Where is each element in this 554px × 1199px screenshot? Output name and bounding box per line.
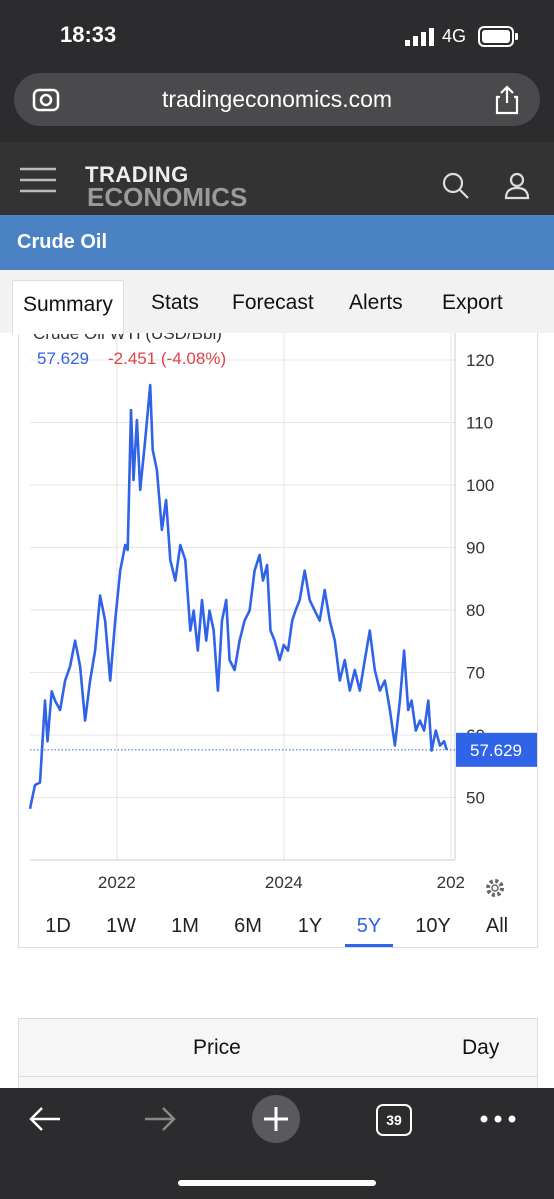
range-button[interactable]: 6M	[234, 915, 262, 937]
table-header: Price	[193, 1036, 241, 1059]
gear-teeth	[486, 879, 504, 897]
table-header: Day	[462, 1036, 500, 1059]
user-icon[interactable]	[504, 172, 530, 200]
tab[interactable]: Forecast	[232, 291, 314, 314]
settings-icon[interactable]	[486, 879, 504, 897]
tab[interactable]: Export	[442, 291, 503, 314]
battery-icon	[478, 26, 518, 47]
menu-icon[interactable]	[20, 167, 56, 193]
url: tradingeconomics.com	[161, 86, 393, 112]
range-button[interactable]: 1M	[171, 915, 199, 937]
y-tick-label: 70	[466, 664, 485, 683]
tab-count[interactable]: 39	[376, 1104, 412, 1136]
range-button[interactable]: 1D	[45, 915, 71, 937]
chart-title: Crude Oil WTI (USD/Bbl)	[33, 333, 222, 343]
range-underline	[345, 944, 393, 947]
last-price-box	[456, 732, 537, 767]
y-tick-label: 100	[466, 476, 494, 495]
tab[interactable]: Stats	[151, 291, 199, 314]
browser-toolbar	[0, 1088, 554, 1199]
network-type: 4G	[442, 26, 467, 46]
range-button[interactable]: All	[485, 915, 509, 937]
y-tick-label: 110	[466, 414, 493, 433]
y-tick-label: 90	[466, 539, 485, 558]
range-button[interactable]: 1Y	[297, 915, 323, 937]
lens-icon[interactable]	[32, 86, 60, 114]
y-tick-label: 50	[466, 789, 485, 808]
chart-card	[18, 333, 538, 948]
title-bar: Crude Oil	[0, 215, 554, 270]
status-time: 18:33	[60, 22, 117, 47]
tab[interactable]: Summary	[12, 280, 124, 334]
x-tick-label: 2022	[98, 873, 136, 892]
x-tick-label: 2024	[265, 873, 303, 892]
x-tick-label: 202	[437, 873, 465, 892]
home-indicator	[178, 1180, 376, 1186]
range-button[interactable]: 5Y	[356, 915, 382, 937]
tab[interactable]: Alerts	[349, 291, 403, 314]
site-header: TRADING ECONOMICS	[0, 142, 554, 215]
search-icon[interactable]	[442, 172, 470, 200]
page-title: Crude Oil	[17, 231, 108, 253]
price-change: -2.451 (-4.08%)	[108, 349, 226, 368]
share-icon[interactable]	[494, 85, 520, 115]
y-tick-label: 120	[466, 351, 494, 370]
forward-icon[interactable]	[143, 1105, 177, 1133]
price-line	[28, 383, 448, 810]
logo-top[interactable]: TRADING	[85, 162, 189, 187]
current-price: 57.629	[37, 349, 89, 368]
range-button[interactable]: 10Y	[415, 915, 451, 937]
new-tab-icon[interactable]	[251, 1094, 301, 1144]
signal-icon	[405, 28, 434, 46]
table-divider	[18, 1076, 538, 1077]
chart: 50607080901001101202022202420257.629Crud…	[28, 333, 537, 897]
logo-bottom[interactable]: ECONOMICS	[87, 182, 248, 212]
range-button[interactable]: 1W	[106, 915, 136, 937]
y-tick-label: 80	[466, 601, 485, 620]
gear-hole	[491, 884, 499, 892]
more-icon[interactable]	[480, 1115, 516, 1123]
back-icon[interactable]	[28, 1105, 62, 1133]
address-bar[interactable]: tradingeconomics.com	[14, 73, 540, 126]
last-price-label: 57.629	[470, 741, 522, 760]
